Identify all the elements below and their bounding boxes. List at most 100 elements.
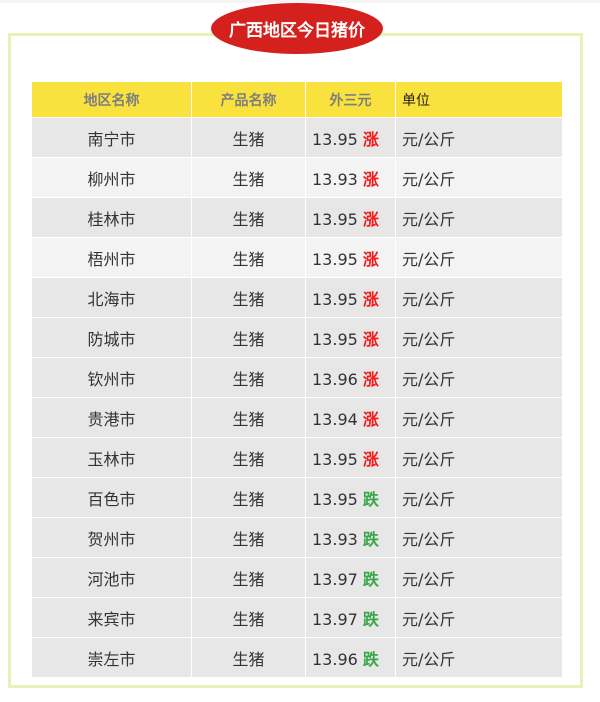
price-cell: 13.95 涨 <box>305 437 396 478</box>
unit-cell: 元/公斤 <box>395 197 563 238</box>
region-cell: 崇左市 <box>31 637 192 678</box>
price-value: 13.96 <box>312 649 358 669</box>
trend-badge: 涨 <box>362 249 379 269</box>
table-row: 河池市 生猪 13.97 跌 元/公斤 <box>31 557 563 598</box>
product-cell: 生猪 <box>191 597 306 638</box>
table-row: 玉林市 生猪 13.95 涨 元/公斤 <box>31 437 563 478</box>
product-cell: 生猪 <box>191 517 306 558</box>
table-row: 南宁市 生猪 13.95 涨 元/公斤 <box>31 117 563 158</box>
region-cell: 贺州市 <box>31 517 192 558</box>
product-cell: 生猪 <box>191 117 306 158</box>
unit-cell: 元/公斤 <box>395 637 563 678</box>
region-cell: 河池市 <box>31 557 192 598</box>
product-cell: 生猪 <box>191 477 306 518</box>
trend-badge: 涨 <box>362 369 379 389</box>
unit-cell: 元/公斤 <box>395 397 563 438</box>
header-product: 产品名称 <box>191 81 306 118</box>
price-cell: 13.95 涨 <box>305 237 396 278</box>
region-cell: 贵港市 <box>31 397 192 438</box>
region-cell: 来宾市 <box>31 597 192 638</box>
table-row: 桂林市 生猪 13.95 涨 元/公斤 <box>31 197 563 238</box>
region-cell: 柳州市 <box>31 157 192 198</box>
unit-cell: 元/公斤 <box>395 237 563 278</box>
page-title: 广西地区今日猪价 <box>211 3 383 54</box>
table-row: 崇左市 生猪 13.96 跌 元/公斤 <box>31 637 563 678</box>
unit-cell: 元/公斤 <box>395 437 563 478</box>
region-cell: 防城市 <box>31 317 192 358</box>
price-value: 13.95 <box>312 209 358 229</box>
price-cell: 13.95 涨 <box>305 277 396 318</box>
price-value: 13.95 <box>312 129 358 149</box>
trend-badge: 涨 <box>362 169 379 189</box>
price-cell: 13.95 跌 <box>305 477 396 518</box>
price-value: 13.95 <box>312 249 358 269</box>
product-cell: 生猪 <box>191 357 306 398</box>
table-row: 百色市 生猪 13.95 跌 元/公斤 <box>31 477 563 518</box>
region-cell: 梧州市 <box>31 237 192 278</box>
table-row: 梧州市 生猪 13.95 涨 元/公斤 <box>31 237 563 278</box>
trend-badge: 跌 <box>362 489 379 509</box>
product-cell: 生猪 <box>191 317 306 358</box>
region-cell: 北海市 <box>31 277 192 318</box>
price-cell: 13.97 跌 <box>305 557 396 598</box>
trend-badge: 涨 <box>362 289 379 309</box>
product-cell: 生猪 <box>191 157 306 198</box>
unit-cell: 元/公斤 <box>395 157 563 198</box>
product-cell: 生猪 <box>191 237 306 278</box>
table-row: 北海市 生猪 13.95 涨 元/公斤 <box>31 277 563 318</box>
price-value: 13.97 <box>312 569 358 589</box>
price-value: 13.97 <box>312 609 358 629</box>
product-cell: 生猪 <box>191 197 306 238</box>
price-cell: 13.93 涨 <box>305 157 396 198</box>
price-cell: 13.95 涨 <box>305 197 396 238</box>
trend-badge: 涨 <box>362 449 379 469</box>
table-row: 柳州市 生猪 13.93 涨 元/公斤 <box>31 157 563 198</box>
region-cell: 百色市 <box>31 477 192 518</box>
header-price: 外三元 <box>305 81 396 118</box>
region-cell: 玉林市 <box>31 437 192 478</box>
price-value: 13.93 <box>312 169 358 189</box>
unit-cell: 元/公斤 <box>395 557 563 598</box>
table-row: 贺州市 生猪 13.93 跌 元/公斤 <box>31 517 563 558</box>
table-row: 来宾市 生猪 13.97 跌 元/公斤 <box>31 597 563 638</box>
price-value: 13.95 <box>312 449 358 469</box>
price-cell: 13.96 跌 <box>305 637 396 678</box>
header-unit: 单位 <box>395 81 563 118</box>
trend-badge: 涨 <box>362 409 379 429</box>
trend-badge: 跌 <box>362 569 379 589</box>
region-cell: 桂林市 <box>31 197 192 238</box>
unit-cell: 元/公斤 <box>395 117 563 158</box>
price-cell: 13.96 涨 <box>305 357 396 398</box>
trend-badge: 涨 <box>362 329 379 349</box>
product-cell: 生猪 <box>191 397 306 438</box>
product-cell: 生猪 <box>191 437 306 478</box>
trend-badge: 跌 <box>362 609 379 629</box>
region-cell: 南宁市 <box>31 117 192 158</box>
unit-cell: 元/公斤 <box>395 597 563 638</box>
table-row: 防城市 生猪 13.95 涨 元/公斤 <box>31 317 563 358</box>
product-cell: 生猪 <box>191 637 306 678</box>
top-divider <box>0 0 600 3</box>
product-cell: 生猪 <box>191 557 306 598</box>
trend-badge: 跌 <box>362 649 379 669</box>
trend-badge: 涨 <box>362 129 379 149</box>
price-cell: 13.95 涨 <box>305 117 396 158</box>
product-cell: 生猪 <box>191 277 306 318</box>
table-header: 地区名称 产品名称 外三元 单位 <box>31 81 563 118</box>
unit-cell: 元/公斤 <box>395 477 563 518</box>
unit-cell: 元/公斤 <box>395 357 563 398</box>
price-cell: 13.95 涨 <box>305 317 396 358</box>
unit-cell: 元/公斤 <box>395 317 563 358</box>
price-value: 13.95 <box>312 489 358 509</box>
price-cell: 13.94 涨 <box>305 397 396 438</box>
price-value: 13.95 <box>312 289 358 309</box>
table-row: 贵港市 生猪 13.94 涨 元/公斤 <box>31 397 563 438</box>
price-value: 13.94 <box>312 409 358 429</box>
header-region: 地区名称 <box>31 81 192 118</box>
price-value: 13.96 <box>312 369 358 389</box>
price-cell: 13.97 跌 <box>305 597 396 638</box>
trend-badge: 跌 <box>362 529 379 549</box>
price-table: 地区名称 产品名称 外三元 单位 南宁市 生猪 13.95 涨 元/公斤 柳州市 … <box>31 81 563 678</box>
unit-cell: 元/公斤 <box>395 277 563 318</box>
